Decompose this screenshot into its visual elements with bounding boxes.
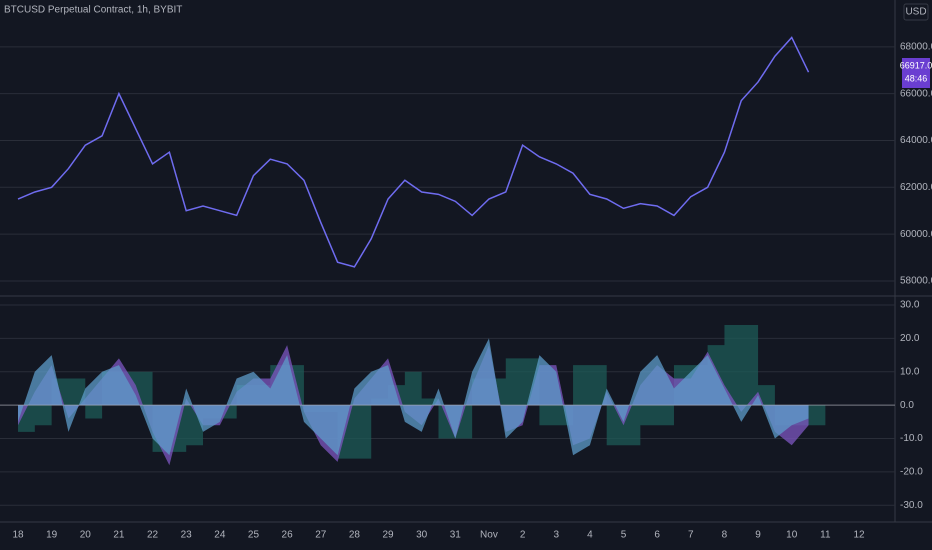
last-price-badge <box>902 58 930 88</box>
x-tick-label: 28 <box>349 530 361 541</box>
y-tick-label: 64000.0 <box>900 135 932 146</box>
currency[interactable]: USD <box>905 7 926 18</box>
x-tick-label: 22 <box>147 530 159 541</box>
y-tick-label: 62000.0 <box>900 182 932 193</box>
x-tick-label: Nov <box>480 530 498 541</box>
x-tick-label: 12 <box>853 530 865 541</box>
x-tick-label: 31 <box>450 530 462 541</box>
currency-button[interactable] <box>903 3 929 21</box>
y-tick-label: 58000.0 <box>900 276 932 287</box>
x-tick-label: 29 <box>382 530 394 541</box>
y-tick-label: -20.0 <box>900 467 923 478</box>
x-tick-label: 11 <box>820 530 831 541</box>
x-tick-label: 23 <box>181 530 193 541</box>
last-price: 66917.0 <box>900 60 932 70</box>
price-line <box>17 36 810 268</box>
x-tick-label: 30 <box>416 530 428 541</box>
x-tick-label: 10 <box>786 530 798 541</box>
x-tick-label: 6 <box>654 530 660 541</box>
x-tick-label: 20 <box>80 530 92 541</box>
y-tick-label: 0.0 <box>900 400 914 411</box>
x-tick-label: 18 <box>12 530 24 541</box>
x-tick-label: 3 <box>553 530 559 541</box>
x-tick-label: 9 <box>755 530 761 541</box>
x-tick-label: 21 <box>113 530 125 541</box>
y-tick-label: 68000.0 <box>900 41 932 52</box>
oscillator-area <box>18 338 809 456</box>
x-tick-label: 8 <box>722 530 728 541</box>
x-tick-label: 7 <box>688 530 694 541</box>
y-tick-label: 66000.0 <box>900 88 932 99</box>
x-tick-label: 19 <box>46 530 58 541</box>
y-tick-label: 20.0 <box>900 333 920 344</box>
y-tick-label: -10.0 <box>900 433 923 444</box>
y-tick-label: -30.0 <box>900 500 923 511</box>
chart-title: BTCUSD Perpetual Contract, 1h, BYBIT <box>4 5 182 16</box>
x-tick-label: 26 <box>282 530 294 541</box>
x-tick-label: 25 <box>248 530 260 541</box>
x-tick-label: 27 <box>315 530 327 541</box>
x-tick-label: 4 <box>587 530 593 541</box>
y-tick-label: 10.0 <box>900 366 920 377</box>
x-tick-label: 5 <box>621 530 627 541</box>
y-tick-label: 60000.0 <box>900 229 932 240</box>
y-tick-label: 30.0 <box>900 300 920 311</box>
countdown: 48:46 <box>905 73 928 83</box>
x-tick-label: 24 <box>214 530 226 541</box>
x-tick-label: 2 <box>520 530 526 541</box>
